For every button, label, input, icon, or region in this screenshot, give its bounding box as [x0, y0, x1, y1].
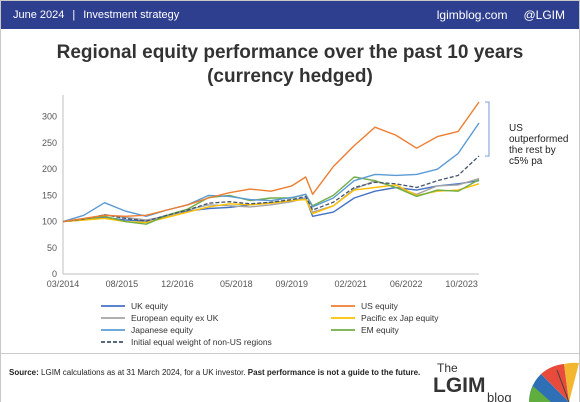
source-text: LGIM calculations as at 31 March 2024, f…: [38, 368, 248, 377]
footer: Source: LGIM calculations as at 31 March…: [1, 353, 579, 402]
annotation-text: c5% pa: [509, 156, 543, 167]
series-line-us: [62, 101, 480, 223]
header-bar: June 2024 | Investment strategy lgimblog.c…: [1, 1, 579, 29]
y-tick-label: 50: [47, 243, 57, 253]
logo-word-lgim: LGIM: [433, 374, 486, 397]
legend-label-us: US equity: [361, 301, 399, 311]
y-tick-label: 250: [42, 138, 57, 148]
header-right: lgimblog.com @LGIM: [421, 8, 565, 22]
header-section: Investment strategy: [83, 9, 180, 21]
logo-word-the: The: [437, 361, 458, 375]
twitter-handle-link[interactable]: @LGIM: [523, 8, 565, 22]
series-line-em: [62, 176, 480, 225]
y-tick-label: 300: [42, 112, 57, 122]
x-tick-label: 02/2021: [334, 279, 367, 289]
x-tick-label: 09/2019: [276, 279, 309, 289]
y-tick-label: 100: [42, 217, 57, 227]
y-tick-label: 0: [52, 269, 57, 279]
chart-title-line1: Regional equity performance over the pas…: [56, 42, 524, 63]
series-line-japan: [62, 122, 480, 223]
source-label: Source:: [9, 368, 39, 377]
disclaimer-text: Past performance is not a guide to the f…: [247, 368, 421, 377]
series-line-pacific: [62, 183, 480, 224]
legend-label-pacific: Pacific ex Jap equity: [361, 313, 439, 323]
annotation-bracket: [485, 101, 490, 157]
source-note: Source: LGIM calculations as at 31 March…: [9, 368, 420, 377]
x-tick-label: 06/2022: [390, 279, 423, 289]
x-tick-label: 03/2014: [47, 279, 80, 289]
series-line-equal: [62, 155, 480, 223]
lgim-blog-logo: The LGIM blog: [433, 361, 579, 402]
y-tick-label: 200: [42, 164, 57, 174]
legend-label-em: EM equity: [361, 325, 400, 335]
chart-title-line2: (currency hedged): [207, 66, 373, 87]
x-tick-label: 08/2015: [106, 279, 139, 289]
x-tick-label: 05/2018: [220, 279, 253, 289]
annotation-text: the rest by: [509, 145, 556, 156]
header-divider: |: [72, 9, 76, 21]
logo-word-blog: blog: [487, 390, 512, 402]
chart-title: Regional equity performance over the pas…: [1, 41, 579, 89]
x-tick-label: 10/2023: [445, 279, 478, 289]
annotation-text: US: [509, 123, 523, 134]
umbrella-icon: [529, 362, 579, 402]
legend-label-europe: European equity ex UK: [131, 313, 219, 323]
header-date: June 2024: [13, 9, 65, 21]
y-tick-label: 150: [42, 190, 57, 200]
legend-label-japan: Japanese equity: [131, 325, 194, 335]
line-chart: 0 50 100 150 200 250 300 03/2014 08/2015 12/2016 0…: [42, 95, 568, 347]
legend-label-uk: UK equity: [131, 301, 169, 311]
site-link[interactable]: lgimblog.com: [436, 8, 508, 22]
annotation-text: outperformed: [509, 134, 568, 145]
x-tick-label: 12/2016: [161, 279, 194, 289]
header-left: June 2024 | Investment strategy: [13, 9, 179, 21]
legend-label-equal: Initial equal weight of non-US regions: [131, 337, 272, 347]
